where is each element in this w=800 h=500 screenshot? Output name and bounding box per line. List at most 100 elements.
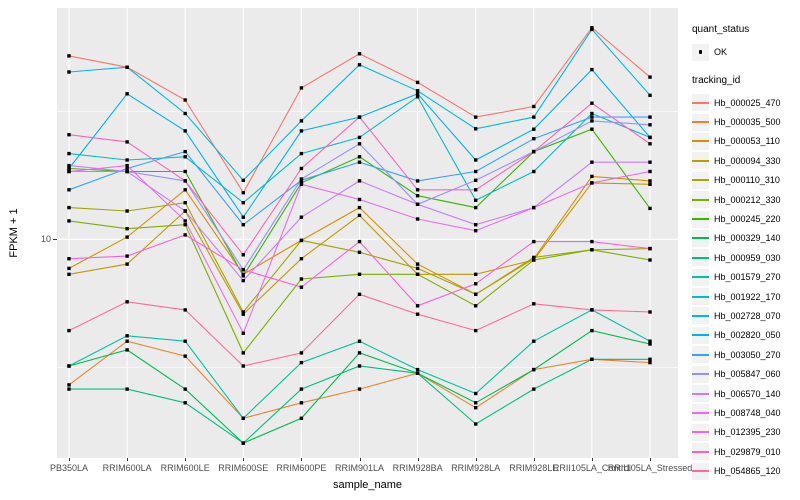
x-tick-mark bbox=[69, 458, 70, 461]
legend-label: Hb_001922_170 bbox=[714, 291, 781, 302]
x-tick-label-RRIM600LA: RRIM600LA bbox=[102, 463, 152, 473]
legend-label: Hb_000329_140 bbox=[714, 233, 781, 244]
legend-item-Hb_000094_330: Hb_000094_330 bbox=[692, 151, 800, 170]
line-key-icon bbox=[692, 210, 709, 228]
black-point-icon bbox=[698, 50, 703, 54]
x-tick-label-RRII105LA_Control: RRII105LA_Control bbox=[552, 463, 631, 473]
data-point bbox=[299, 177, 304, 181]
x-tick-mark bbox=[185, 458, 187, 461]
data-point bbox=[474, 169, 478, 174]
data-point bbox=[241, 274, 245, 278]
legend-label: Hb_008748_040 bbox=[714, 407, 781, 418]
data-point bbox=[241, 310, 245, 314]
data-point bbox=[474, 223, 478, 227]
data-point bbox=[415, 202, 420, 206]
data-point bbox=[415, 304, 420, 308]
data-point bbox=[299, 166, 304, 171]
data-point bbox=[299, 182, 304, 186]
data-point bbox=[357, 160, 362, 164]
data-point bbox=[590, 160, 594, 164]
data-point bbox=[474, 205, 478, 210]
data-point bbox=[299, 360, 304, 365]
data-point bbox=[357, 351, 362, 355]
legend-item-Hb_000959_030: Hb_000959_030 bbox=[692, 248, 800, 267]
data-point bbox=[415, 217, 420, 221]
data-point bbox=[183, 209, 187, 213]
data-point bbox=[241, 351, 245, 355]
data-point bbox=[648, 179, 652, 183]
data-point bbox=[125, 334, 129, 338]
data-point bbox=[357, 272, 362, 276]
legend-label: Hb_000212_330 bbox=[714, 194, 781, 205]
data-point bbox=[648, 206, 652, 211]
data-point bbox=[590, 174, 594, 179]
data-point bbox=[241, 416, 245, 420]
x-tick-mark bbox=[417, 458, 419, 461]
data-point bbox=[183, 155, 187, 159]
line-key-icon bbox=[692, 132, 709, 150]
data-point bbox=[241, 364, 245, 368]
data-point bbox=[590, 239, 594, 244]
legend-item-Hb_002820_050: Hb_002820_050 bbox=[692, 326, 800, 345]
legend-item-Hb_005847_060: Hb_005847_060 bbox=[692, 364, 800, 383]
plot-panel bbox=[57, 8, 678, 458]
x-tick-label-RRIM600PE: RRIM600PE bbox=[276, 463, 327, 473]
data-point bbox=[183, 354, 187, 358]
x-tick-mark bbox=[591, 458, 593, 461]
data-point bbox=[590, 357, 594, 361]
data-point bbox=[474, 391, 478, 396]
data-point bbox=[299, 151, 304, 156]
data-point bbox=[648, 182, 652, 186]
data-point bbox=[183, 219, 187, 223]
data-point bbox=[241, 201, 245, 205]
legend-title-quant-status: quant_status bbox=[692, 24, 750, 35]
data-point bbox=[125, 262, 129, 266]
data-point bbox=[357, 135, 362, 140]
data-point bbox=[532, 387, 536, 391]
legend: quant_status OK tracking_id Hb_000025_47… bbox=[692, 24, 800, 481]
data-point bbox=[357, 213, 362, 218]
legend-label: Hb_006570_140 bbox=[714, 388, 781, 399]
line-key-icon bbox=[692, 346, 709, 364]
data-point bbox=[648, 135, 652, 140]
legend-item-Hb_006570_140: Hb_006570_140 bbox=[692, 384, 800, 403]
x-axis-title: sample_name bbox=[332, 479, 403, 491]
data-point bbox=[474, 328, 478, 333]
data-point bbox=[183, 308, 187, 312]
x-tick-mark bbox=[533, 458, 535, 461]
legend-label: Hb_000245_220 bbox=[714, 214, 781, 225]
data-point bbox=[590, 308, 594, 312]
legend-item-Hb_000329_140: Hb_000329_140 bbox=[692, 229, 800, 248]
data-point bbox=[415, 266, 420, 271]
data-point bbox=[532, 205, 536, 210]
data-point bbox=[241, 191, 245, 195]
line-key-icon bbox=[692, 385, 709, 403]
data-point bbox=[241, 223, 245, 227]
legend-item-Hb_012395_230: Hb_012395_230 bbox=[692, 423, 800, 442]
data-point bbox=[474, 229, 478, 233]
data-point bbox=[648, 246, 652, 251]
data-point bbox=[474, 406, 478, 410]
y-tick-mark bbox=[53, 239, 57, 241]
x-tick-label-RRII105LA_Stressed: RRII105LA_Stressed bbox=[607, 463, 693, 473]
data-point bbox=[241, 178, 245, 182]
x-tick-mark bbox=[475, 458, 477, 461]
legend-label: Hb_000035_500 bbox=[714, 117, 781, 128]
data-point bbox=[415, 95, 420, 99]
data-point bbox=[241, 331, 245, 335]
data-point bbox=[357, 142, 362, 146]
data-point bbox=[357, 63, 362, 67]
data-point bbox=[357, 387, 362, 391]
data-point bbox=[648, 123, 652, 127]
data-point bbox=[183, 98, 187, 102]
line-key-icon bbox=[692, 249, 709, 267]
data-point bbox=[125, 169, 129, 174]
data-point bbox=[125, 235, 129, 239]
point-key-icon bbox=[692, 43, 709, 61]
data-point bbox=[532, 258, 536, 262]
legend-title-tracking-id: tracking_id bbox=[692, 75, 741, 86]
data-point bbox=[125, 166, 129, 171]
data-point bbox=[357, 364, 362, 368]
data-point bbox=[67, 328, 71, 333]
data-point bbox=[299, 285, 304, 289]
